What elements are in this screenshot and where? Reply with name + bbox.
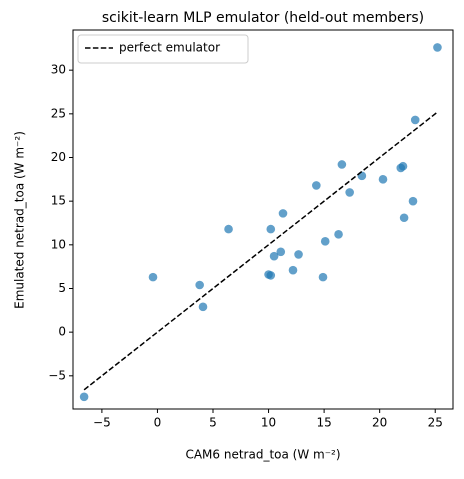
y-tick-label: 25 [51,106,66,120]
scatter-point [195,280,204,290]
y-axis-label: Emulated netrad_toa (W m⁻²) [13,131,27,309]
scatter-point [278,209,288,218]
scatter-point [334,230,343,239]
y-tick-label: 15 [51,194,66,208]
scatter-point [266,271,276,280]
scatter-point [378,175,388,184]
scatter-point [294,250,303,259]
scatter-point [318,272,328,282]
x-tick-label: 10 [261,416,276,430]
x-tick-label: −5 [93,416,111,430]
scatter-point [345,188,354,197]
scatter-point [312,181,321,190]
x-tick-label: 5 [209,416,217,430]
scatter-point [320,237,330,246]
x-axis-label: CAM6 netrad_toa (W m⁻²) [185,448,340,462]
y-tick-label: 30 [51,63,66,77]
scatter-point [79,392,89,402]
y-tick-label: 10 [51,237,66,251]
y-tick-label: 20 [51,150,66,164]
scatter-point [410,115,420,125]
y-tick-label: 5 [58,281,66,295]
scatter-point [433,43,442,52]
scatter-point [266,224,276,234]
x-tick-label: 15 [316,416,331,430]
scatter-point [148,272,158,282]
scatter-point [399,213,409,223]
y-tick-label: 0 [58,325,66,339]
x-tick-label: 20 [372,416,387,430]
reference-line [83,111,438,391]
chart-title: scikit-learn MLP emulator (held-out memb… [102,10,424,26]
legend-label: perfect emulator [119,41,220,55]
scatter-point [408,196,418,206]
scatter-point [337,160,347,169]
scatter-point [224,224,233,234]
scatter-point [357,171,367,181]
scatter-point [276,247,286,257]
scatter-point [198,302,208,312]
scatter-point [288,265,298,275]
scatter-point [269,251,279,261]
scatter-point [398,161,408,171]
plot-frame [72,29,454,410]
y-tick-label: −5 [48,368,66,382]
x-tick-label: 25 [428,416,443,430]
x-tick-label: 0 [154,416,162,430]
legend-box [77,34,249,64]
